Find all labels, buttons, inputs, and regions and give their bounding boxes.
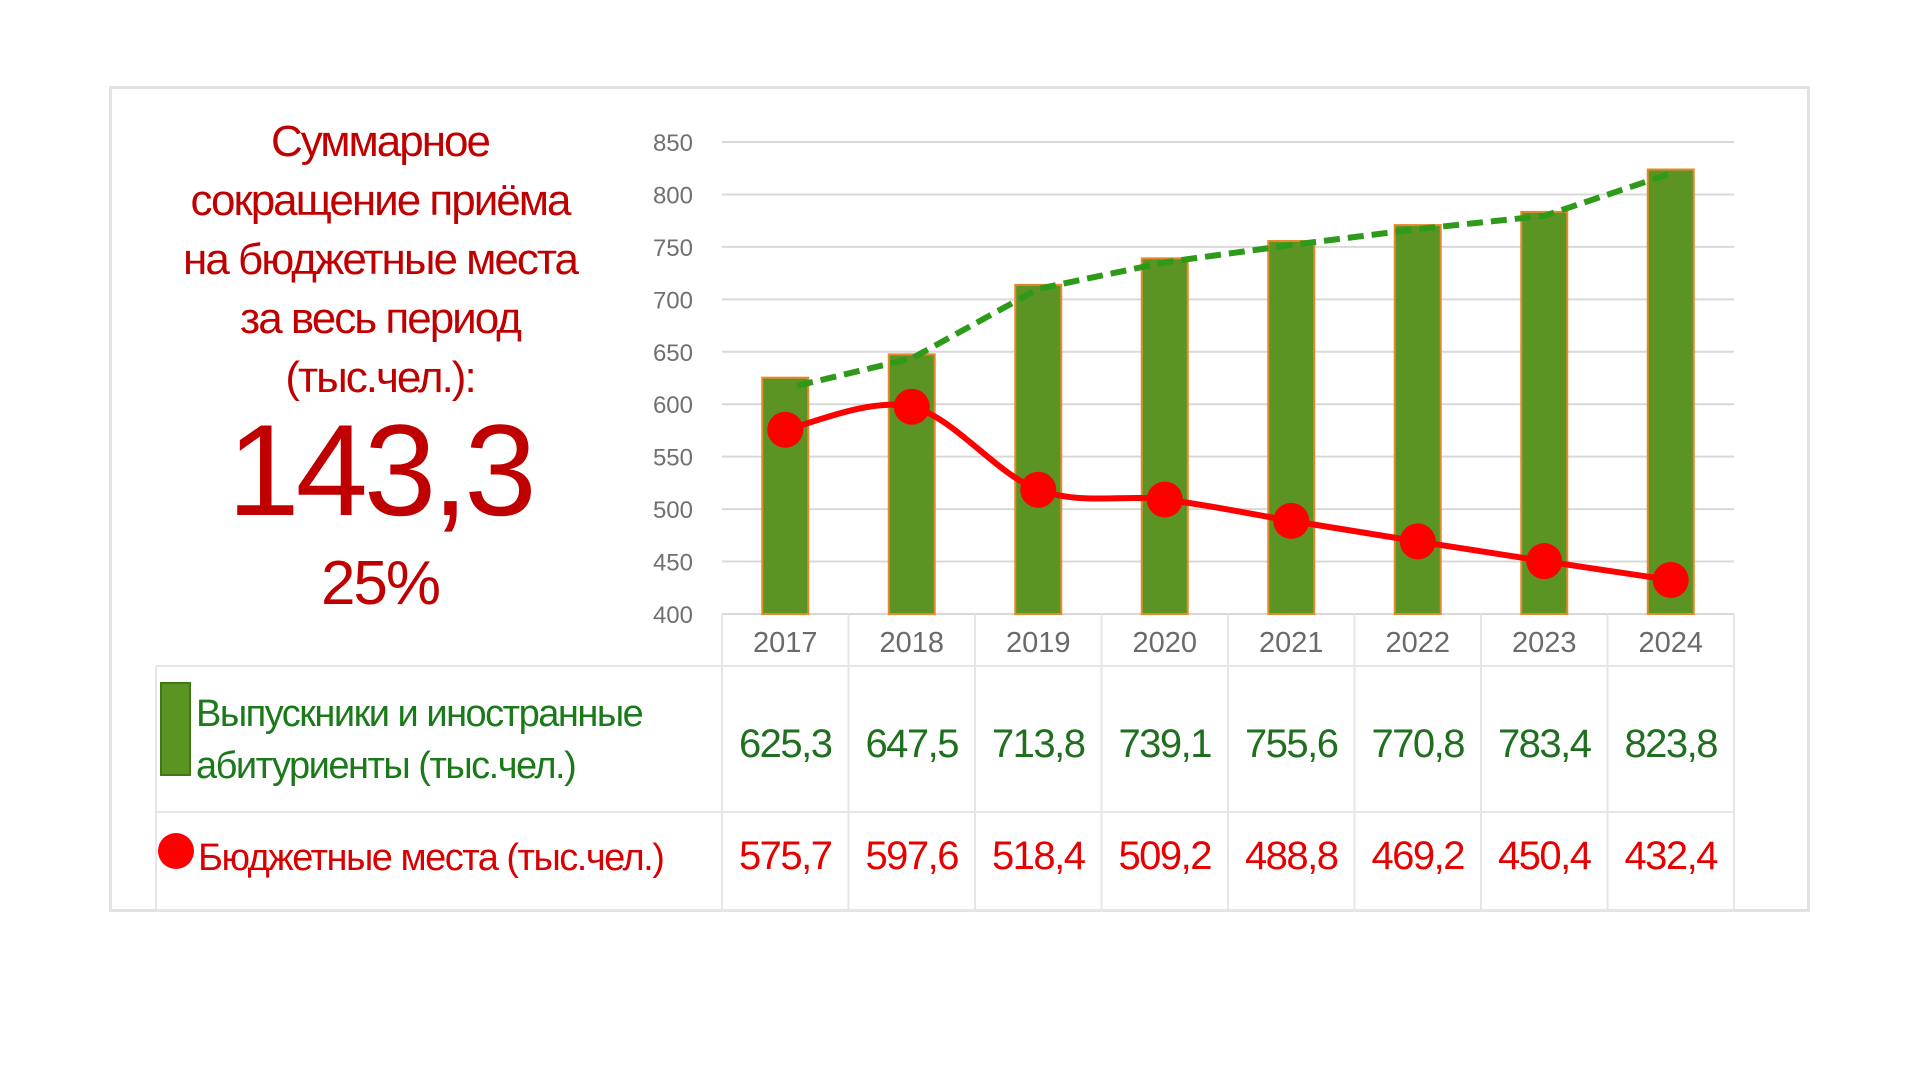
- x-tick-label: 2022: [1385, 627, 1450, 659]
- budget-point: [1146, 481, 1183, 518]
- x-tick-label: 2023: [1512, 627, 1577, 659]
- headline-line: Суммарное: [271, 117, 491, 166]
- bar: [1646, 168, 1695, 615]
- headline-text: Суммарное сокращение приёма на бюджетные…: [130, 112, 630, 407]
- x-axis-ticks: 2017 2018 2019 2020 2021 2022 2023 2024: [753, 627, 1703, 659]
- graduates-value-cell: 783,4: [1497, 722, 1592, 766]
- budget-point: [1652, 562, 1689, 599]
- budget-point: [893, 388, 930, 425]
- bar: [1014, 283, 1063, 615]
- y-tick-label: 700: [653, 287, 693, 314]
- budget-point: [767, 411, 804, 448]
- x-tick-label: 2020: [1132, 627, 1197, 659]
- headline-line: (тыс.чел.):: [285, 353, 476, 402]
- x-tick-label: 2024: [1638, 627, 1703, 659]
- y-tick-label: 500: [653, 497, 693, 524]
- graduates-value-cell: 755,6: [1244, 722, 1339, 766]
- budget-point: [1273, 502, 1310, 539]
- graduates-value-cell: 713,8: [991, 722, 1086, 766]
- headline-line: на бюджетные места: [183, 235, 579, 284]
- budget-point: [1399, 523, 1436, 560]
- budget-value-cell: 469,2: [1371, 834, 1465, 878]
- graduates-value-cell: 823,8: [1624, 722, 1718, 766]
- y-tick-label: 450: [653, 550, 693, 577]
- grid-lines: [722, 141, 1734, 563]
- budget-value-cell: 597,6: [865, 834, 959, 878]
- x-tick-label: 2019: [1006, 627, 1071, 659]
- headline-line: сокращение приёма: [190, 176, 572, 225]
- budget-point: [1020, 471, 1057, 508]
- y-tick-label: 550: [653, 445, 693, 472]
- y-tick-label: 600: [653, 392, 693, 419]
- legend-label-budget: Бюджетные места (тыс.чел.): [198, 837, 665, 879]
- bar-series: [761, 168, 1695, 616]
- budget-value-cell: 518,4: [991, 834, 1086, 878]
- y-tick-label: 800: [653, 182, 693, 209]
- trendline-path: [796, 170, 1672, 389]
- budget-value-cell: 575,7: [738, 834, 833, 878]
- y-tick-label: 400: [653, 602, 693, 629]
- graduates-value-cell: 647,5: [865, 722, 959, 766]
- total-reduction-percent: 25%: [320, 549, 441, 618]
- legend-bar-marker: [160, 682, 191, 776]
- budget-value-cell: 450,4: [1497, 834, 1592, 878]
- legend-markers: [158, 682, 194, 869]
- total-reduction-value: 143,3: [227, 397, 536, 543]
- budget-line-series: [767, 388, 1689, 599]
- trendline: [796, 170, 1672, 389]
- graduates-value-cell: 625,3: [738, 722, 833, 766]
- y-tick-label: 850: [653, 130, 693, 157]
- data-table-grid: [155, 613, 1735, 911]
- graduates-value-cell: 739,1: [1118, 722, 1212, 766]
- x-tick-label: 2021: [1259, 627, 1324, 659]
- bar: [1267, 240, 1316, 615]
- legend-dot-marker: [158, 833, 194, 869]
- budget-value-cell: 488,8: [1244, 834, 1339, 878]
- y-tick-label: 650: [653, 340, 693, 367]
- headline-line: за весь период: [240, 294, 522, 343]
- budget-value-cell: 432,4: [1624, 834, 1718, 878]
- x-tick-label: 2017: [753, 627, 818, 659]
- budget-point: [1526, 543, 1563, 580]
- graduates-value-cell: 770,8: [1371, 722, 1465, 766]
- bar: [1140, 257, 1189, 615]
- legend-label-graduates: Выпускники и иностранные абитуриенты (ты…: [196, 693, 644, 787]
- budget-value-cell: 509,2: [1118, 834, 1212, 878]
- y-axis-ticks: 850 800 750 700 650 600 550 500 450 400: [653, 130, 693, 629]
- x-tick-label: 2018: [879, 627, 944, 659]
- y-tick-label: 750: [653, 235, 693, 262]
